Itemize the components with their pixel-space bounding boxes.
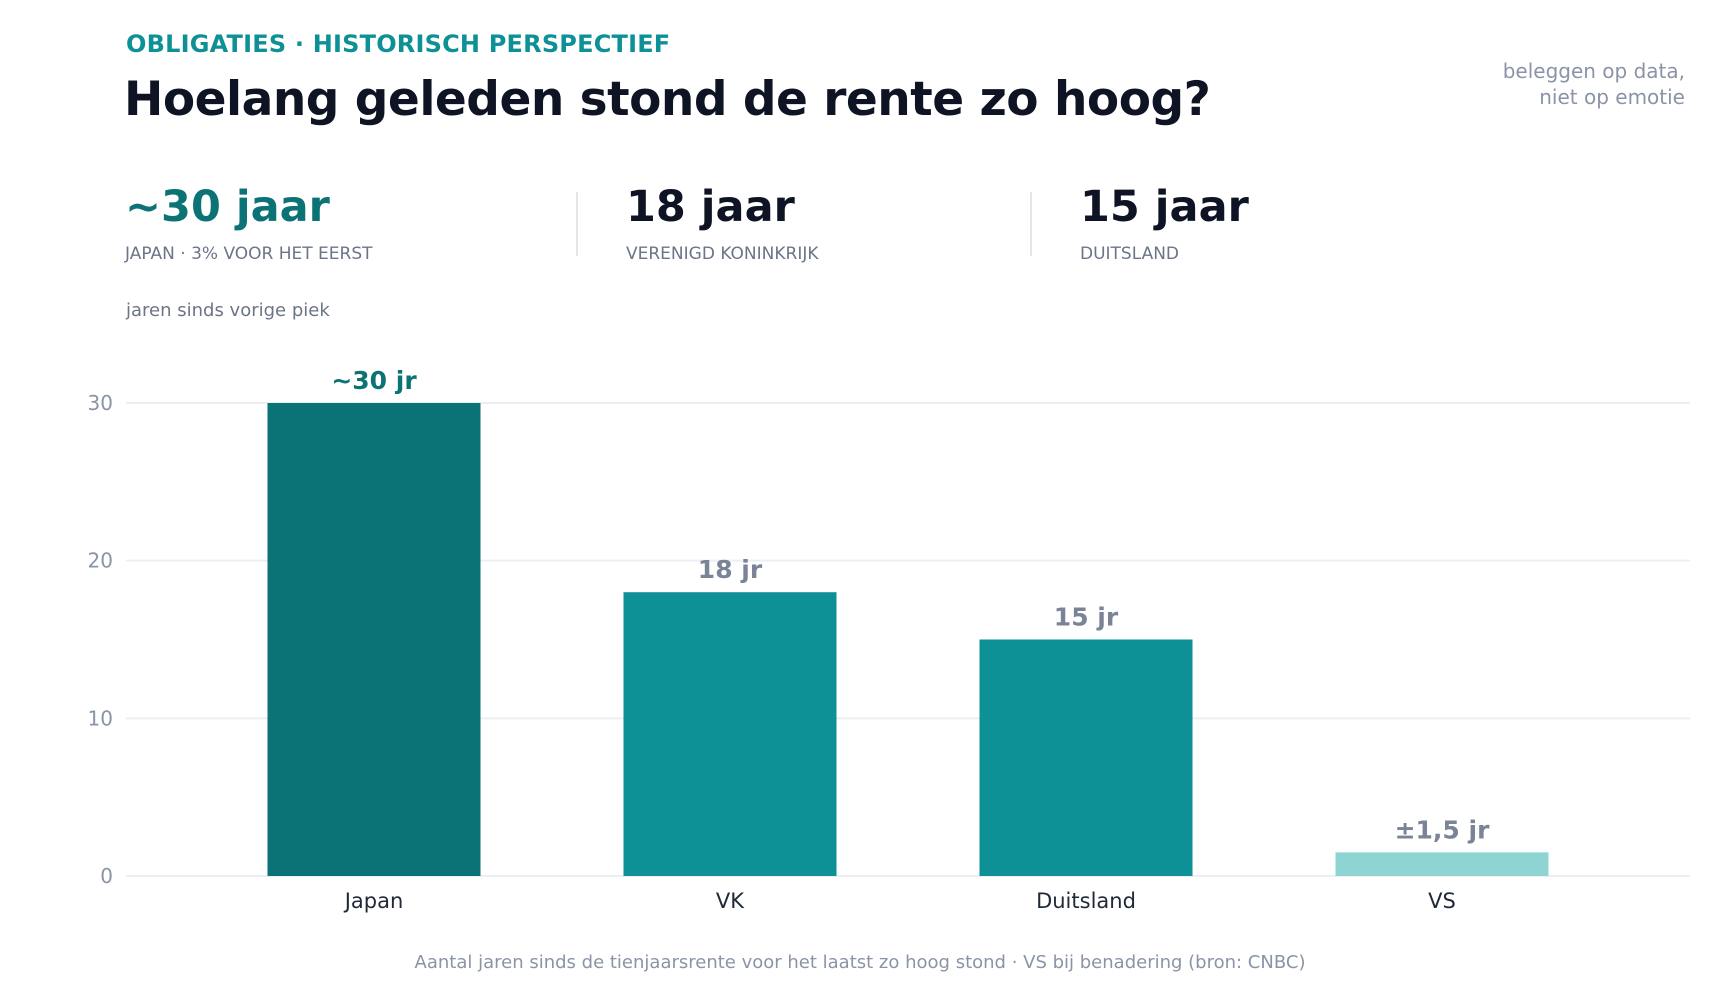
kpi-divider [1030,192,1032,256]
x-tick-label: VK [716,889,745,913]
y-tick-label: 20 [88,549,113,573]
kpi-label: VERENIGD KONINKRIJK [626,244,819,264]
y-tick-label: 10 [88,706,113,730]
bar [267,403,481,876]
tagline-line-2: niet op emotie [1539,85,1685,109]
y-axis-caption: jaren sinds vorige piek [126,300,330,321]
kpi-uk: 18 jaar VERENIGD KONINKRIJK [626,180,819,264]
x-tick-label: Japan [343,889,404,913]
kpi-value: ~30 jaar [125,182,330,232]
kpi-germany: 15 jaar DUITSLAND [1080,180,1249,264]
x-tick-label: VS [1428,889,1456,913]
kpi-divider [576,192,578,256]
kpi-value: 15 jaar [1080,182,1249,232]
bar-chart: 0 10 20 30 ~30 jr Japan 18 jr VK 15 jr Duitsland ±… [88,366,1690,913]
data-label: ±1,5 jr [1395,815,1491,844]
data-label: 18 jr [698,555,763,584]
kpi-japan: ~30 jaar JAPAN · 3% VOOR HET EERST [125,180,373,264]
page-title: Hoelang geleden stond de rente zo hoog? [124,72,1211,127]
bar [979,639,1193,876]
data-label: ~30 jr [331,366,417,395]
y-tick-label: 30 [88,391,113,415]
x-tick-label: Duitsland [1036,889,1136,913]
kpi-label: DUITSLAND [1080,244,1180,264]
y-tick-label: 0 [100,864,113,888]
eyebrow: OBLIGATIES · HISTORISCH PERSPECTIEF [126,30,671,58]
bar [1335,852,1549,876]
kpi-label: JAPAN · 3% VOOR HET EERST [125,244,373,264]
tagline: beleggen op data, niet op emotie [1503,58,1685,110]
footnote: Aantal jaren sinds de tienjaarsrente voo… [414,952,1306,973]
kpi-value: 18 jaar [626,182,795,232]
data-label: 15 jr [1054,603,1119,632]
tagline-line-1: beleggen op data, [1502,59,1685,83]
bar [623,592,837,876]
